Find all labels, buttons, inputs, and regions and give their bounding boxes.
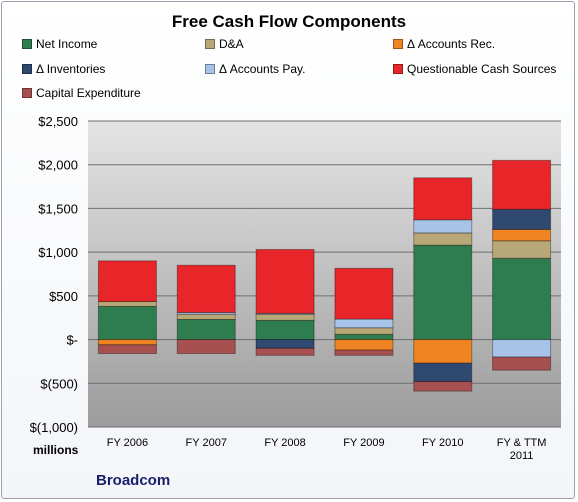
bar-d-a <box>492 240 552 259</box>
units-label: millions <box>33 443 79 457</box>
bar-questionable-cash-sources <box>97 260 157 303</box>
bar-accounts-rec <box>334 339 394 351</box>
bar-capital-expenditure <box>413 381 473 392</box>
plot-area <box>88 121 561 427</box>
bar-accounts-pay <box>413 219 473 234</box>
legend-swatch <box>22 39 32 49</box>
legend-label: Δ Accounts Rec. <box>407 37 496 51</box>
y-tick-label: $- <box>66 333 78 348</box>
x-tick-label: FY 2007 <box>186 437 227 449</box>
gridlines <box>88 120 561 428</box>
x-axis-ticks: FY 2006 FY 2007 FY 2008 FY 2009 FY 2010 FY & … <box>107 437 547 462</box>
legend-label: Δ Accounts Pay. <box>219 62 306 76</box>
chart-title: Free Cash Flow Components <box>171 12 407 31</box>
y-tick-label: $2,000 <box>38 158 78 173</box>
bar-inventories <box>492 208 552 230</box>
bar-d-a <box>176 313 236 320</box>
bar-accounts-rec <box>492 228 552 242</box>
legend-swatch <box>393 64 403 74</box>
x-tick-label: FY 2010 <box>422 437 463 449</box>
bar-accounts-pay <box>492 339 552 358</box>
bar-capital-expenditure <box>492 356 552 371</box>
x-tick-label: FY 2009 <box>343 437 384 449</box>
bar-d-a <box>413 232 473 246</box>
bar-capital-expenditure <box>334 349 394 356</box>
legend-label: Δ Inventories <box>36 62 106 76</box>
bar-inventories <box>413 362 473 383</box>
y-tick-label: $(1,000) <box>30 420 78 435</box>
y-tick-label: $1,000 <box>38 245 78 260</box>
bar-net-income <box>97 305 157 341</box>
legend-label: D&A <box>219 37 244 51</box>
bar-d-a <box>334 327 394 335</box>
bar-questionable-cash-sources <box>255 249 315 314</box>
bar-accounts-rec <box>97 339 157 346</box>
bar-d-a <box>255 313 315 321</box>
bar-d-a <box>97 301 157 307</box>
company-name: Broadcom <box>96 472 171 489</box>
legend-label: Questionable Cash Sources <box>407 62 557 76</box>
x-tick-label: FY 2006 <box>107 437 148 449</box>
bar-net-income <box>176 318 236 341</box>
legend-swatch <box>22 88 32 98</box>
y-tick-label: $500 <box>49 289 78 304</box>
legend-swatch <box>205 39 215 49</box>
bar-accounts-rec <box>413 339 473 364</box>
y-axis-ticks: $(1,000) $(500) $- $500 $1,000 $1,500 $2,000 $2… <box>30 114 78 435</box>
x-tick-label: FY 2008 <box>264 437 305 449</box>
bar-accounts-pay <box>334 318 394 329</box>
x-tick-label: FY & TTM <box>497 437 547 449</box>
legend-label: Net Income <box>36 37 98 51</box>
bar-inventories <box>255 339 315 349</box>
bar-net-income <box>334 333 394 341</box>
legend-swatch <box>393 39 403 49</box>
legend-swatch <box>22 64 32 74</box>
bar-questionable-cash-sources <box>413 177 473 221</box>
y-tick-label: $2,500 <box>38 114 78 129</box>
y-tick-label: $(500) <box>40 376 78 391</box>
bar-capital-expenditure <box>176 339 236 355</box>
bar-capital-expenditure <box>255 347 315 356</box>
legend-label: Capital Expenditure <box>36 86 141 100</box>
bars <box>97 159 552 392</box>
bar-net-income <box>413 244 473 341</box>
bar-questionable-cash-sources <box>176 264 236 313</box>
bar-net-income <box>255 319 315 341</box>
y-tick-label: $1,500 <box>38 201 78 216</box>
bar-questionable-cash-sources <box>492 159 552 210</box>
bar-capital-expenditure <box>97 344 157 355</box>
x-tick-label: 2011 <box>510 450 534 462</box>
legend-swatch <box>205 64 215 74</box>
bar-net-income <box>492 257 552 341</box>
bar-questionable-cash-sources <box>334 267 394 320</box>
